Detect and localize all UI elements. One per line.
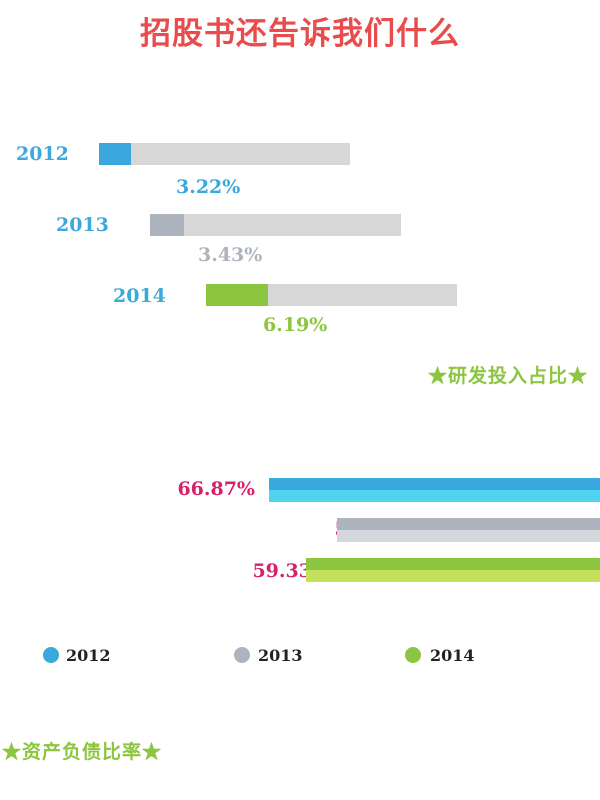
debt-bar-2013-bottom bbox=[337, 530, 600, 542]
debt-bar-2013-top bbox=[337, 518, 600, 530]
rd-year-label-2014: 2014 bbox=[113, 285, 166, 307]
rd-bar-2013 bbox=[150, 214, 184, 236]
rd-year-label-2013: 2013 bbox=[56, 214, 109, 236]
rd-value-label-2012: 3.22% bbox=[176, 176, 241, 198]
legend-dot-2012 bbox=[43, 647, 59, 663]
legend-label-2014: 2014 bbox=[430, 646, 475, 665]
legend-dot-2014 bbox=[405, 647, 421, 663]
rd-bar-track-2013 bbox=[150, 214, 401, 236]
legend-label-2012: 2012 bbox=[66, 646, 111, 665]
rd-bar-track-2014 bbox=[206, 284, 457, 306]
rd-bar-2012 bbox=[99, 143, 131, 165]
debt-bar-2014 bbox=[306, 558, 600, 582]
debt-bar-2012-top bbox=[269, 478, 600, 490]
debt-bar-2014-bottom bbox=[306, 570, 600, 582]
debt-ratio-title: ★资产负债比率★ bbox=[2, 741, 163, 763]
rd-value-label-2014: 6.19% bbox=[263, 314, 328, 336]
debt-value-label-2012: 66.87% bbox=[177, 478, 255, 500]
debt-bar-2012 bbox=[269, 478, 600, 502]
rd-value-label-2013: 3.43% bbox=[198, 244, 263, 266]
debt-bar-2014-top bbox=[306, 558, 600, 570]
legend-dot-2013 bbox=[234, 647, 250, 663]
page-title: 招股书还告诉我们什么 bbox=[140, 16, 460, 52]
rd-ratio-title: ★研发投入占比★ bbox=[427, 365, 588, 387]
rd-bar-2014 bbox=[206, 284, 268, 306]
debt-bar-2012-bottom bbox=[269, 490, 600, 502]
rd-year-label-2012: 2012 bbox=[16, 143, 69, 165]
debt-bar-2013 bbox=[337, 518, 600, 542]
rd-bar-track-2012 bbox=[99, 143, 350, 165]
legend-label-2013: 2013 bbox=[258, 646, 303, 665]
